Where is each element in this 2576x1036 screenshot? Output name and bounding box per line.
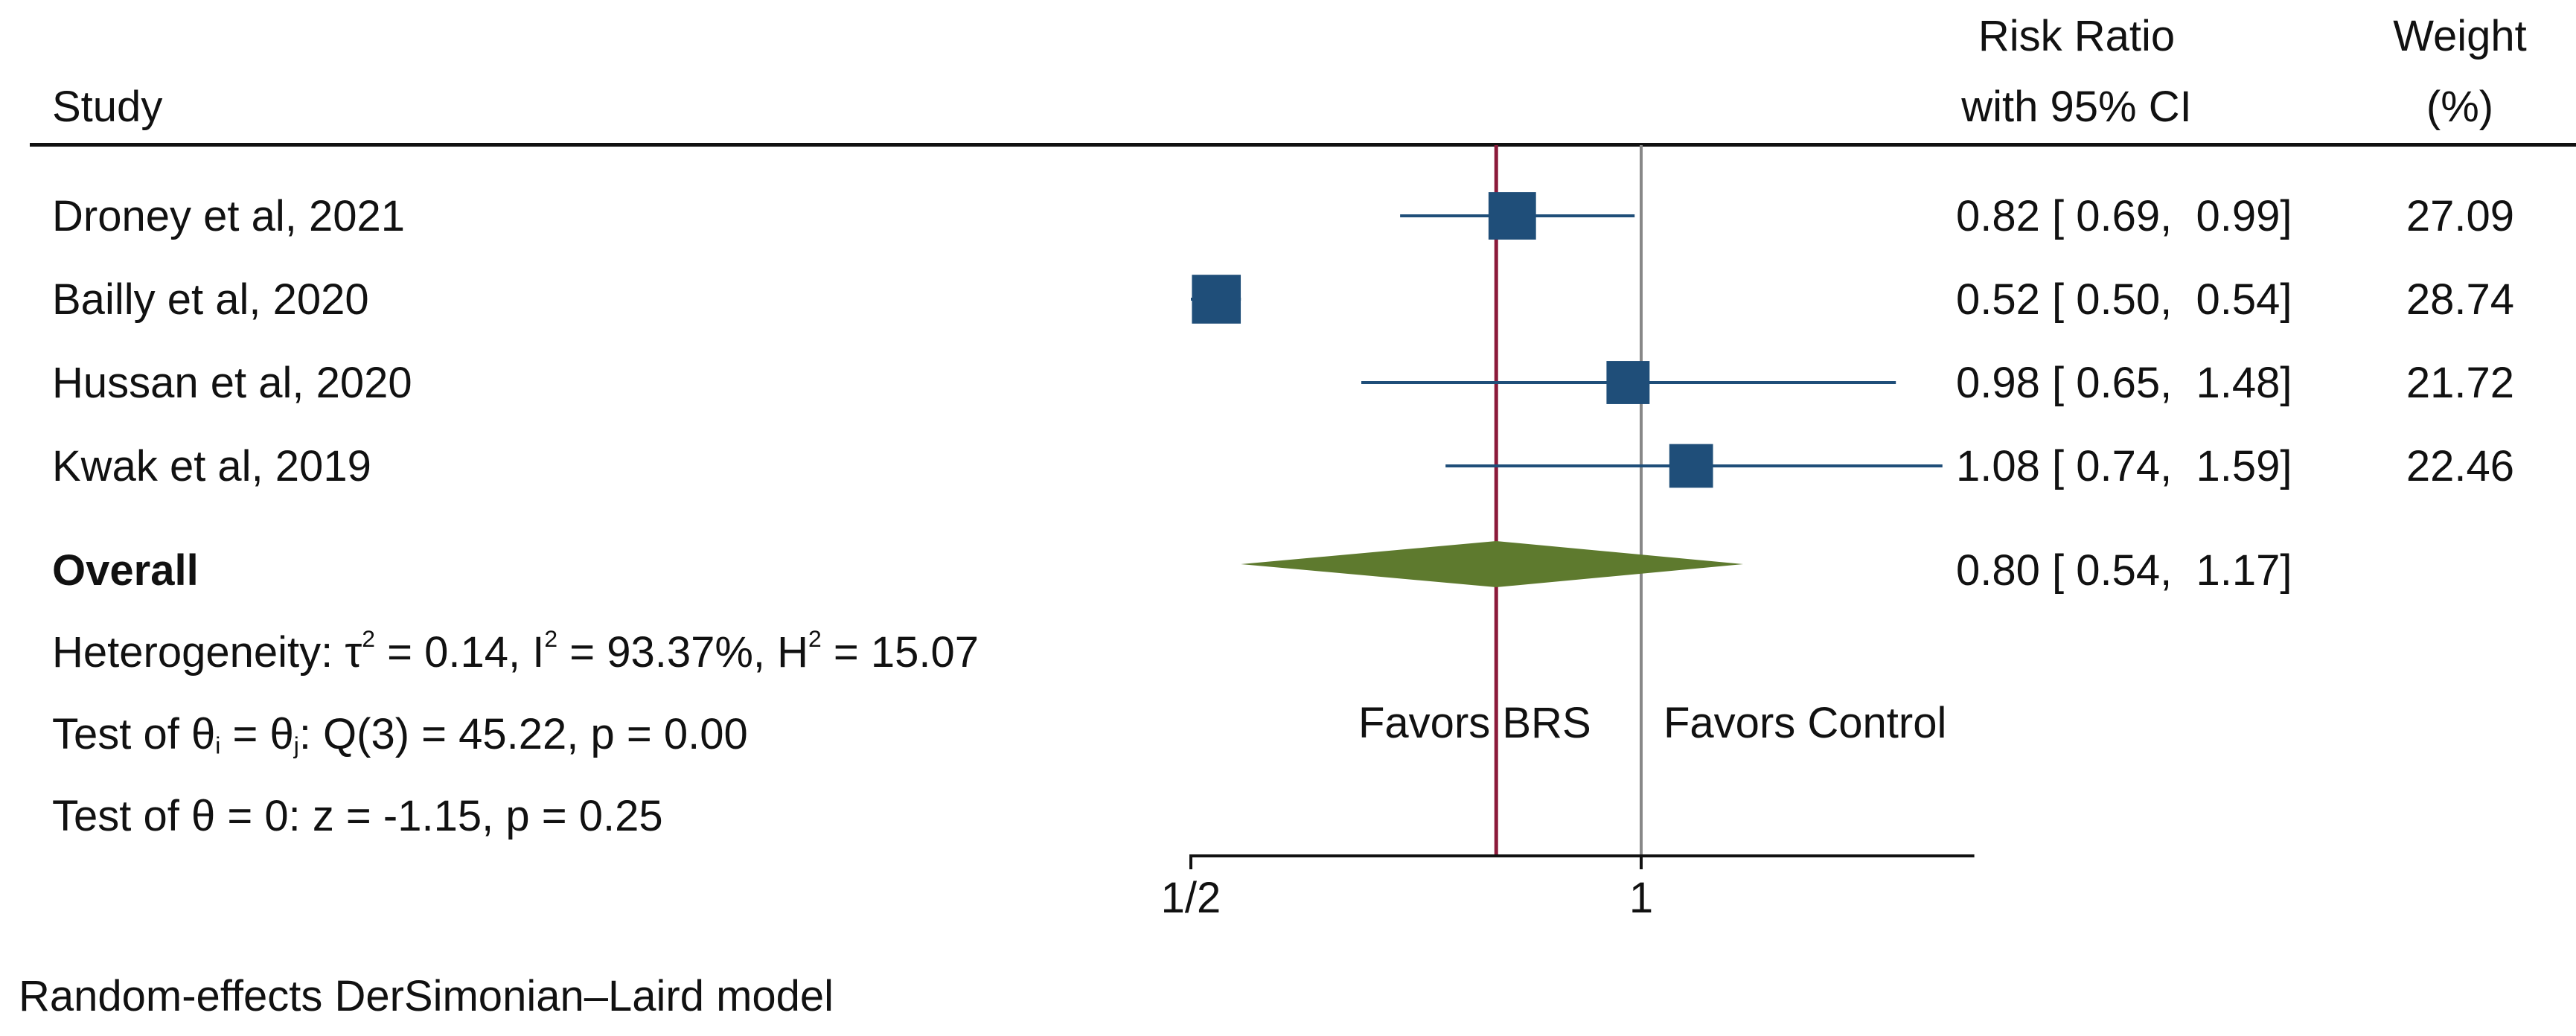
model-footnote: Random-effects DerSimonian–Laird model: [19, 972, 834, 1020]
study-name: Kwak et al, 2019: [52, 442, 371, 490]
favors-left-label: Favors BRS: [1358, 699, 1591, 747]
overall-diamond: [1241, 541, 1744, 587]
study-column-header: Study: [52, 83, 163, 131]
overall-ci-text: 0.80 [ 0.54, 1.17]: [1956, 546, 2292, 595]
study-marker: [1669, 444, 1713, 488]
study-name: Bailly et al, 2020: [52, 275, 369, 324]
study-weight: 21.72: [2406, 359, 2514, 407]
study-marker: [1488, 192, 1536, 240]
study-weight: 28.74: [2406, 275, 2514, 324]
study-ci-text: 0.98 [ 0.65, 1.48]: [1956, 359, 2292, 407]
overall-effect-test: Test of θ = 0: z = -1.15, p = 0.25: [52, 792, 663, 840]
weight-header-line1: Weight: [2393, 12, 2527, 60]
study-name: Hussan et al, 2020: [52, 359, 412, 407]
risk-ratio-header-line2: with 95% CI: [1961, 83, 2192, 131]
study-ci-text: 0.82 [ 0.69, 0.99]: [1956, 192, 2292, 240]
study-marker: [1606, 361, 1650, 404]
study-ci-text: 1.08 [ 0.74, 1.59]: [1956, 442, 2292, 490]
favors-right-label: Favors Control: [1663, 699, 1947, 747]
heterogeneity-stats: Heterogeneity: τ2 = 0.14, I2 = 93.37%, H…: [52, 624, 979, 677]
study-weight: 22.46: [2406, 442, 2514, 490]
risk-ratio-header-line1: Risk Ratio: [1978, 12, 2176, 60]
overall-label: Overall: [52, 546, 199, 595]
weight-header-line2: (%): [2426, 83, 2494, 131]
study-ci-text: 0.52 [ 0.50, 0.54]: [1956, 275, 2292, 324]
x-axis-tick-label: 1/2: [1161, 874, 1221, 922]
study-name: Droney et al, 2021: [52, 192, 405, 240]
study-weight: 27.09: [2406, 192, 2514, 240]
study-marker: [1192, 275, 1241, 324]
x-axis-tick-label: 1: [1629, 874, 1653, 922]
homogeneity-test: Test of θi = θj: Q(3) = 45.22, p = 0.00: [52, 710, 748, 759]
header-rule: [30, 143, 2576, 147]
